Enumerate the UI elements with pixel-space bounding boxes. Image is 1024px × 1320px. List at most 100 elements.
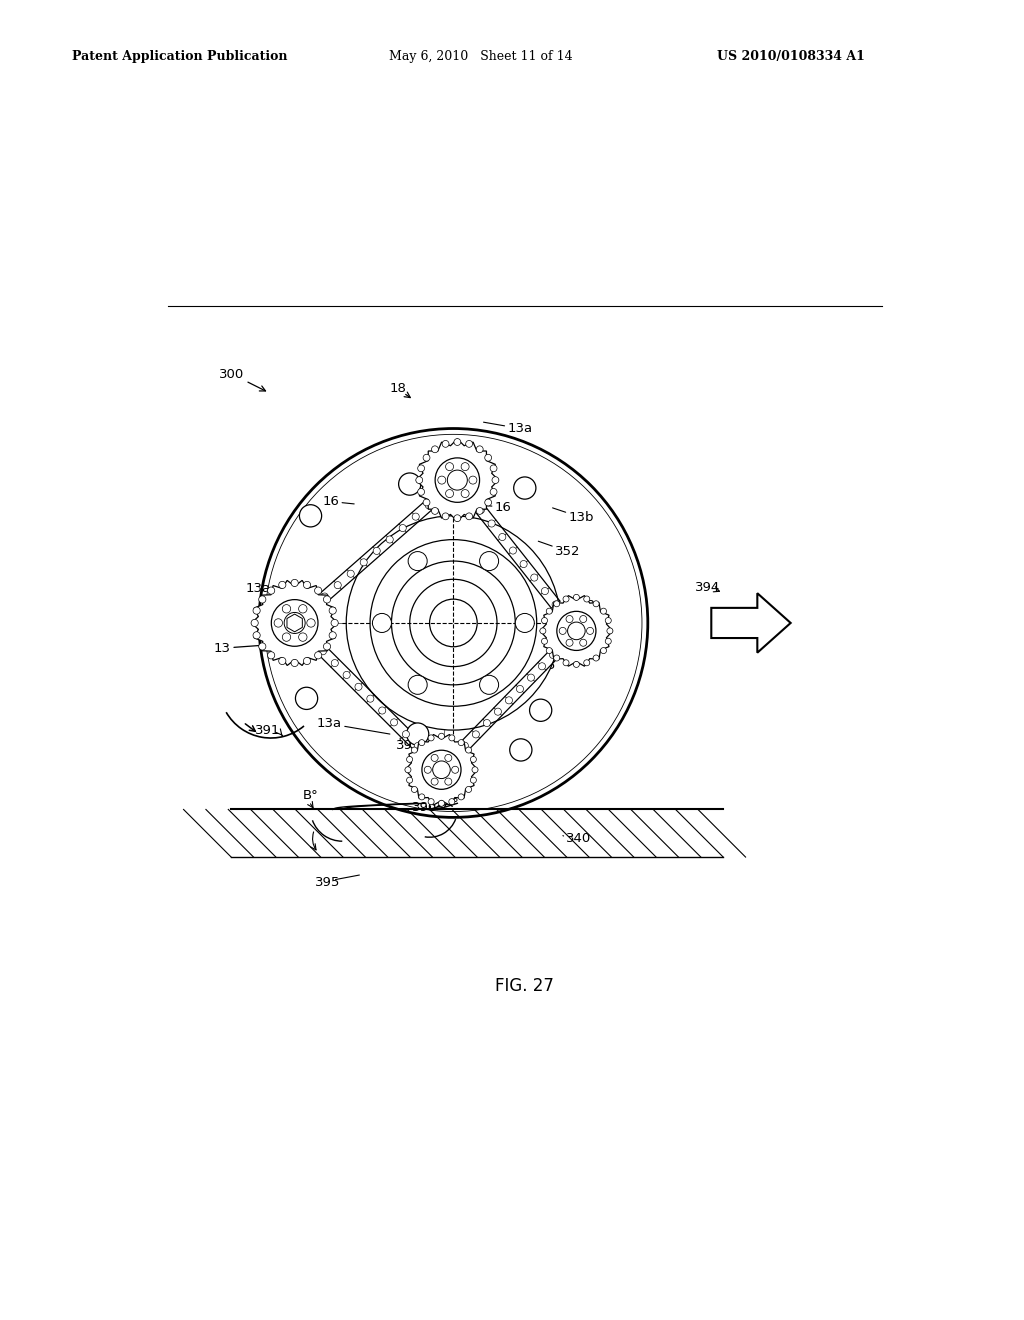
Text: 392: 392 [396, 739, 422, 752]
Circle shape [279, 581, 286, 589]
Circle shape [346, 516, 560, 730]
Circle shape [428, 799, 434, 805]
Circle shape [542, 618, 548, 623]
Circle shape [546, 648, 552, 653]
Circle shape [322, 593, 329, 601]
Circle shape [584, 660, 590, 665]
Circle shape [479, 676, 499, 694]
Circle shape [391, 561, 515, 685]
Circle shape [418, 488, 425, 495]
Circle shape [458, 793, 464, 800]
Text: US 2010/0108334 A1: US 2010/0108334 A1 [717, 50, 864, 63]
Circle shape [433, 760, 451, 779]
Circle shape [267, 587, 274, 594]
Circle shape [251, 619, 258, 627]
Text: 13: 13 [214, 642, 230, 655]
Circle shape [303, 581, 310, 589]
Circle shape [324, 643, 331, 649]
Circle shape [253, 607, 260, 614]
Circle shape [442, 441, 449, 447]
Circle shape [539, 663, 546, 669]
Text: 13b: 13b [553, 508, 594, 524]
Circle shape [584, 597, 590, 602]
Circle shape [412, 787, 418, 792]
Circle shape [418, 465, 425, 471]
Circle shape [360, 558, 368, 566]
Circle shape [529, 700, 552, 721]
Circle shape [445, 462, 454, 471]
Circle shape [573, 661, 580, 668]
Circle shape [428, 735, 434, 741]
Circle shape [495, 708, 502, 715]
Circle shape [438, 800, 444, 807]
Circle shape [447, 470, 467, 490]
Circle shape [461, 742, 468, 750]
Polygon shape [416, 440, 499, 521]
Circle shape [303, 657, 310, 664]
Circle shape [438, 477, 445, 484]
Circle shape [509, 546, 516, 554]
Circle shape [566, 639, 573, 647]
Circle shape [343, 672, 350, 678]
Circle shape [580, 639, 587, 647]
Circle shape [331, 660, 338, 667]
Circle shape [490, 488, 497, 495]
Circle shape [410, 579, 497, 667]
Circle shape [398, 473, 421, 495]
Text: 16: 16 [323, 495, 354, 508]
Circle shape [470, 756, 476, 763]
Circle shape [466, 441, 472, 447]
Circle shape [461, 462, 469, 471]
Circle shape [530, 574, 538, 581]
Circle shape [559, 627, 566, 635]
Circle shape [314, 652, 322, 659]
Circle shape [271, 599, 318, 647]
Text: May 6, 2010   Sheet 11 of 14: May 6, 2010 Sheet 11 of 14 [389, 50, 572, 63]
Circle shape [466, 747, 472, 754]
Circle shape [379, 708, 386, 714]
Circle shape [431, 446, 438, 453]
Circle shape [291, 579, 298, 586]
Circle shape [454, 438, 461, 445]
Circle shape [419, 739, 425, 746]
Circle shape [407, 777, 413, 783]
Circle shape [296, 688, 317, 709]
Circle shape [431, 755, 438, 762]
Circle shape [409, 552, 427, 570]
Circle shape [476, 507, 483, 515]
Circle shape [520, 561, 527, 568]
Circle shape [515, 614, 535, 632]
Text: 13a: 13a [316, 717, 390, 734]
Circle shape [605, 618, 611, 623]
Text: B°: B° [303, 789, 318, 803]
Circle shape [259, 643, 266, 649]
Text: Patent Application Publication: Patent Application Publication [72, 50, 287, 63]
Polygon shape [406, 734, 477, 805]
Circle shape [430, 599, 477, 647]
Text: 13a: 13a [483, 422, 532, 436]
Circle shape [314, 587, 322, 594]
Circle shape [605, 639, 611, 644]
Circle shape [299, 504, 322, 527]
Circle shape [299, 605, 307, 612]
Circle shape [424, 766, 431, 774]
Circle shape [284, 612, 305, 634]
Circle shape [279, 657, 286, 664]
Circle shape [454, 515, 461, 521]
Circle shape [488, 520, 496, 527]
Circle shape [373, 548, 380, 554]
Circle shape [479, 552, 499, 570]
Text: 18: 18 [390, 383, 407, 396]
Text: 340: 340 [566, 833, 591, 845]
Circle shape [331, 619, 338, 627]
Text: A°: A° [443, 796, 460, 809]
Circle shape [550, 651, 557, 659]
Circle shape [355, 684, 362, 690]
Text: 16: 16 [495, 502, 512, 515]
Circle shape [506, 697, 512, 704]
Polygon shape [541, 595, 612, 667]
Circle shape [483, 719, 490, 726]
Circle shape [367, 696, 374, 702]
Circle shape [466, 787, 472, 792]
Circle shape [492, 477, 499, 483]
